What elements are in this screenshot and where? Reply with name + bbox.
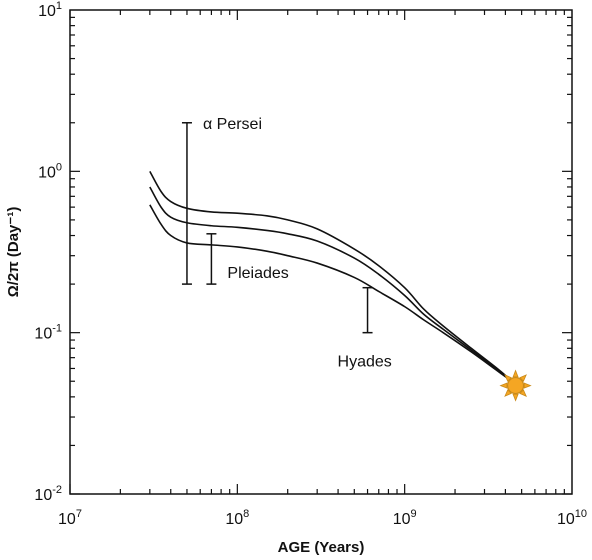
axis-ticks <box>69 10 572 495</box>
plot-frame <box>69 9 573 495</box>
y-tick-label: 10-1 <box>34 323 62 343</box>
sun-ray <box>519 389 527 397</box>
sun-ray <box>504 374 512 382</box>
sun-ray <box>512 393 519 402</box>
y-tick-label: 10-2 <box>34 484 62 504</box>
range-label-persei: α Persei <box>203 116 262 133</box>
range-label-hyades: Hyades <box>338 354 392 371</box>
y-tick-label: 101 <box>38 0 62 20</box>
sun-disc <box>506 376 525 395</box>
range-label-pleiades: Pleiades <box>227 265 288 282</box>
x-tick-label: 107 <box>58 508 82 528</box>
rotation-curves <box>149 170 517 385</box>
sun-ray <box>512 369 519 378</box>
rotation-curve-2 <box>149 186 517 385</box>
axis-tick-labels: 107 108 109 1010 10-2 10-1 100 101 <box>34 0 587 528</box>
sun-ray <box>504 389 512 397</box>
x-tick-label: 1010 <box>557 508 587 528</box>
sun-ray <box>499 382 508 389</box>
rotation-curve-1 <box>149 170 517 385</box>
sun-ray <box>523 382 532 389</box>
rotation-curve-3 <box>149 204 517 385</box>
y-axis-label: Ω/2π (Day⁻¹) <box>5 207 22 298</box>
x-tick-label: 108 <box>225 508 249 528</box>
sun-marker <box>499 369 532 402</box>
x-tick-label: 109 <box>393 508 417 528</box>
sun-ray <box>519 374 527 382</box>
cluster-ranges: α Persei Pleiades Hyades <box>181 116 392 371</box>
y-tick-label: 100 <box>38 161 62 181</box>
x-axis-label: AGE (Years) <box>278 539 365 556</box>
